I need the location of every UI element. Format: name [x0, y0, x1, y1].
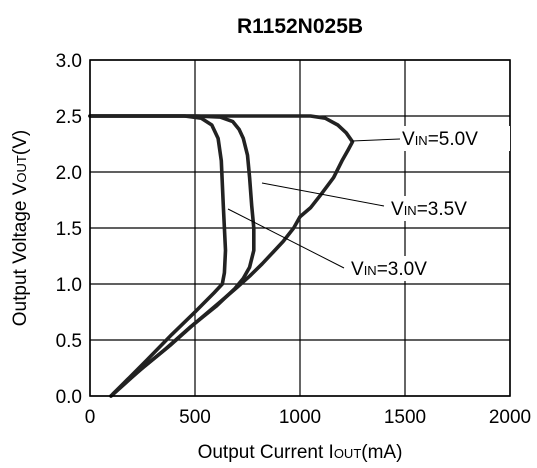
annotation-sub: IN — [404, 203, 417, 218]
y-axis-label-main: Output Voltage V — [10, 182, 31, 326]
y-tick-label: 1.5 — [56, 219, 82, 240]
annotation-pre: V — [402, 129, 415, 150]
y-tick-label: 2.5 — [56, 107, 82, 128]
annotation-leader — [351, 138, 401, 142]
x-tick-label: 0 — [85, 407, 96, 428]
plot-frame — [89, 59, 511, 397]
annotation-sub: IN — [364, 263, 377, 278]
x-tick-label: 1500 — [384, 407, 426, 428]
series-annotation: VIN=3.5V — [261, 182, 499, 221]
x-axis-label-unit: (mA) — [361, 442, 402, 463]
y-axis-label-sub: OUT — [14, 155, 29, 183]
series-line-2 — [88, 114, 256, 398]
annotation-label: VIN=3.5V — [391, 199, 467, 220]
series-annotation: VIN=5.0V — [351, 126, 510, 151]
y-tick-label: 1.0 — [56, 275, 82, 296]
annotation-pre: V — [351, 259, 364, 280]
x-axis-label-sub: OUT — [334, 446, 362, 461]
x-axis-label: Output Current IOUT(mA) — [198, 442, 403, 463]
annotation-sub: IN — [415, 133, 428, 148]
annotation-label: VIN=5.0V — [402, 129, 478, 150]
annotation-post: =3.0V — [377, 259, 428, 280]
y-axis-label: Output Voltage VOUT(V) — [10, 130, 31, 326]
annotation-leader — [227, 208, 345, 269]
annotation-pre: V — [391, 199, 404, 220]
y-tick-label: 3.0 — [56, 51, 82, 72]
chart-title: R1152N025B — [237, 15, 363, 38]
annotation-backdrop — [347, 256, 459, 281]
annotation-post: =5.0V — [428, 129, 479, 150]
annotation-backdrop — [387, 196, 499, 221]
annotation-backdrop — [398, 126, 510, 151]
y-tick-label: 0.5 — [56, 331, 82, 352]
x-tick-label: 2000 — [489, 407, 531, 428]
y-tick-label: 0.0 — [56, 387, 82, 408]
grid — [89, 59, 511, 397]
series-annotation: VIN=3.0V — [227, 208, 459, 281]
y-axis-label-unit: (V) — [10, 130, 31, 155]
y-tick-label: 2.0 — [56, 163, 82, 184]
x-tick-label: 1000 — [279, 407, 321, 428]
annotation-post: =3.5V — [417, 199, 468, 220]
series-curves — [88, 114, 355, 398]
tick-labels: 0 500 1000 1500 2000 0.0 0.5 1.0 1.5 2.0 2.5 3.0 — [56, 51, 532, 428]
x-axis-label-main: Output Current I — [198, 442, 334, 463]
annotation-label: VIN=3.0V — [351, 259, 427, 280]
x-tick-label: 500 — [179, 407, 211, 428]
annotation-leader — [261, 182, 385, 207]
series-line-3 — [88, 114, 228, 396]
